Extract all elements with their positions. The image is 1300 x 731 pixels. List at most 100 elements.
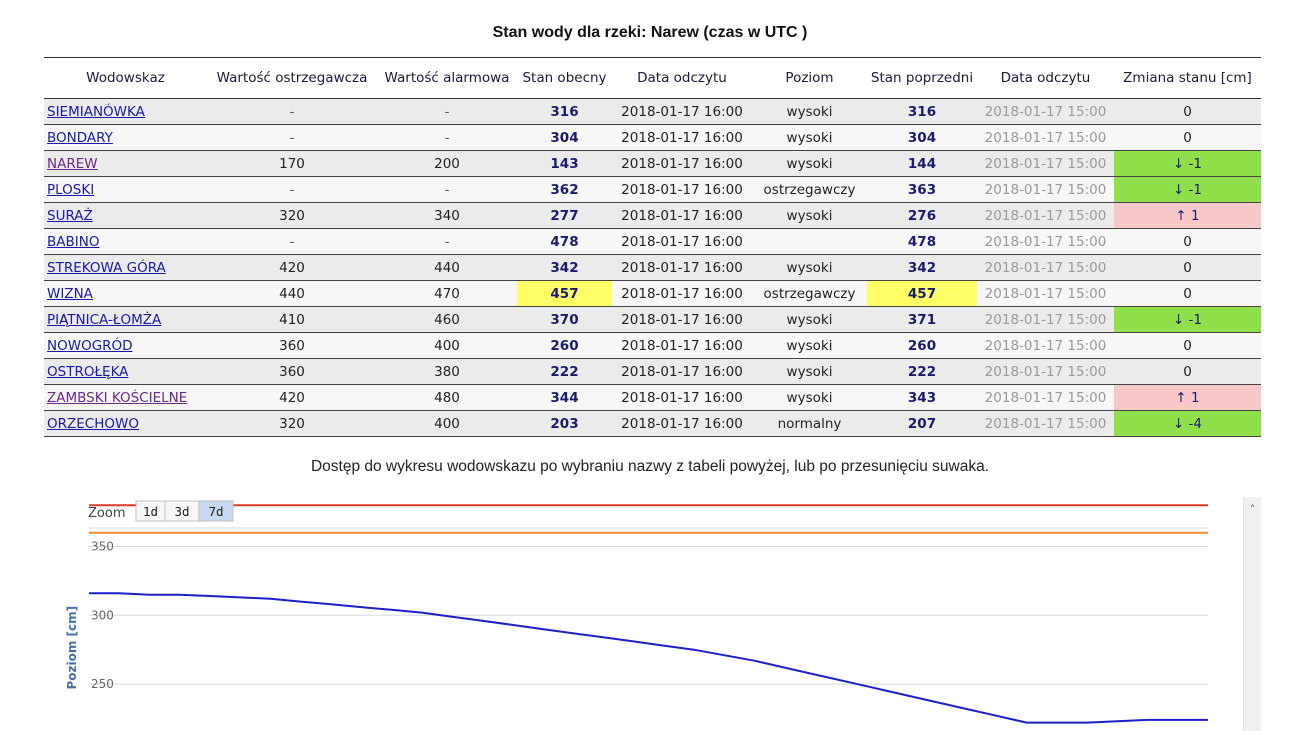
warning-value: 410 — [207, 306, 377, 333]
warning-value: 440 — [207, 280, 377, 307]
table-row: WIZNA 440 470 457 2018-01-17 16:00 ostrzegawc… — [44, 280, 1261, 307]
warning-value: 170 — [207, 150, 377, 177]
col-header-current-level: Stan obecny — [517, 57, 612, 99]
current-level: 342 — [517, 254, 612, 281]
previous-date: 2018-01-17 15:00 — [977, 124, 1114, 151]
gauge-name-link[interactable]: PLOSKI — [47, 181, 95, 198]
current-level: 316 — [517, 98, 612, 125]
previous-date: 2018-01-17 15:00 — [977, 280, 1114, 307]
col-header-previous-date: Data odczytu — [977, 57, 1114, 99]
read-date: 2018-01-17 16:00 — [612, 384, 752, 411]
gauge-name-link[interactable]: WIZNA — [47, 285, 93, 302]
gauge-name-cell: NAREW — [44, 150, 207, 177]
gauge-name-link[interactable]: ORZECHOWO — [47, 415, 139, 432]
read-date: 2018-01-17 16:00 — [612, 358, 752, 385]
page-scrollbar[interactable]: ˄ — [1243, 497, 1261, 731]
gauge-name-cell: SURAŻ — [44, 202, 207, 229]
read-date: 2018-01-17 16:00 — [612, 150, 752, 177]
current-level: 143 — [517, 150, 612, 177]
gauge-name-link[interactable]: PIĄTNICA-ŁOMŻA — [47, 311, 162, 328]
table-row: ORZECHOWO 320 400 203 2018-01-17 16:00 normal… — [44, 410, 1261, 437]
level-class: wysoki — [752, 202, 867, 229]
gauge-name-link[interactable]: NOWOGRÓD — [47, 337, 133, 354]
gauge-name-link[interactable]: NAREW — [47, 155, 98, 172]
alarm-value: 440 — [377, 254, 517, 281]
read-date: 2018-01-17 16:00 — [612, 254, 752, 281]
gauge-name-cell: ZAMBSKI KOŚCIELNE — [44, 384, 207, 411]
zoom-3d-label: 3d — [174, 504, 189, 519]
change-value: ↓ -1 — [1114, 306, 1261, 333]
alarm-value: 380 — [377, 358, 517, 385]
read-date: 2018-01-17 16:00 — [612, 228, 752, 255]
table-row: PIĄTNICA-ŁOMŻA 410 460 370 2018-01-17 16:00 w… — [44, 306, 1261, 333]
gauge-name-link[interactable]: BABINO — [47, 233, 100, 250]
gauge-name-link[interactable]: BONDARY — [47, 129, 113, 146]
warning-value: 420 — [207, 384, 377, 411]
read-date: 2018-01-17 16:00 — [612, 332, 752, 359]
y-tick-label: 250 — [91, 677, 114, 691]
gauge-name-link[interactable]: ZAMBSKI KOŚCIELNE — [47, 389, 188, 406]
gauge-name-cell: OSTROŁĘKA — [44, 358, 207, 385]
gauge-name-cell: WIZNA — [44, 280, 207, 307]
alarm-value: 400 — [377, 410, 517, 437]
current-level: 222 — [517, 358, 612, 385]
current-level: 304 — [517, 124, 612, 151]
table-row: BONDARY - -304 2018-01-17 16:00 wysoki 304 201… — [44, 124, 1261, 151]
gauge-name-link[interactable]: STREKOWA GÓRA — [47, 259, 166, 276]
table-row: ZAMBSKI KOŚCIELNE 420 480 344 2018-01-17 16:… — [44, 384, 1261, 411]
table-row: NAREW 170 200 143 2018-01-17 16:00 wysoki 144 2… — [44, 150, 1261, 177]
col-header-previous-level: Stan poprzedni — [867, 57, 977, 99]
change-value: 0 — [1114, 124, 1261, 151]
warning-value: - — [207, 124, 377, 151]
change-value: ↓ -1 — [1114, 176, 1261, 203]
scroll-up-arrow-icon[interactable]: ˄ — [1249, 503, 1256, 516]
current-level: 260 — [517, 332, 612, 359]
alarm-value: - — [377, 98, 517, 125]
previous-level: 304 — [867, 124, 977, 151]
previous-date: 2018-01-17 15:00 — [977, 98, 1114, 125]
gauge-name-link[interactable]: SIEMIANÓWKA — [47, 103, 145, 120]
change-value: 0 — [1114, 280, 1261, 307]
col-header-read-date: Data odczytu — [612, 57, 752, 99]
previous-date: 2018-01-17 15:00 — [977, 150, 1114, 177]
current-level: 277 — [517, 202, 612, 229]
zoom-7d-button[interactable] — [198, 500, 234, 522]
zoom-label: Zoom — [88, 506, 125, 521]
previous-level: 371 — [867, 306, 977, 333]
zoom-7d-label: 7d — [208, 504, 223, 519]
table-row: OSTROŁĘKA 360 380 222 2018-01-17 16:00 wysoki… — [44, 358, 1261, 385]
change-value: 0 — [1114, 254, 1261, 281]
col-header-gauge: Wodowskaz — [44, 57, 207, 99]
previous-level: 260 — [867, 332, 977, 359]
level-class: wysoki — [752, 332, 867, 359]
read-date: 2018-01-17 16:00 — [612, 176, 752, 203]
alarm-value: 200 — [377, 150, 517, 177]
gauge-name-cell: ORZECHOWO — [44, 410, 207, 437]
previous-level: 343 — [867, 384, 977, 411]
table-row: STREKOWA GÓRA 420 440 342 2018-01-17 16:00 wy… — [44, 254, 1261, 281]
level-class: wysoki — [752, 306, 867, 333]
alarm-value: 470 — [377, 280, 517, 307]
warning-value: 320 — [207, 410, 377, 437]
warning-value: - — [207, 98, 377, 125]
level-class — [752, 228, 867, 255]
current-level: 344 — [517, 384, 612, 411]
read-date: 2018-01-17 16:00 — [612, 124, 752, 151]
alarm-value: - — [377, 176, 517, 203]
previous-level: 478 — [867, 228, 977, 255]
previous-level: 342 — [867, 254, 977, 281]
table-row: SURAŻ 320 340 277 2018-01-17 16:00 wysoki 276 2… — [44, 202, 1261, 229]
current-level: 370 — [517, 306, 612, 333]
alarm-value: - — [377, 124, 517, 151]
previous-date: 2018-01-17 15:00 — [977, 228, 1114, 255]
alarm-value: 460 — [377, 306, 517, 333]
warning-value: 360 — [207, 358, 377, 385]
level-class: wysoki — [752, 254, 867, 281]
gauge-name-link[interactable]: SURAŻ — [47, 207, 93, 224]
read-date: 2018-01-17 16:00 — [612, 410, 752, 437]
gauge-name-link[interactable]: OSTROŁĘKA — [47, 363, 129, 380]
table-header-row: Wodowskaz Wartość ostrzegawcza Wartość a… — [44, 57, 1261, 99]
previous-date: 2018-01-17 15:00 — [977, 332, 1114, 359]
level-class: ostrzegawczy — [752, 176, 867, 203]
previous-level: 144 — [867, 150, 977, 177]
